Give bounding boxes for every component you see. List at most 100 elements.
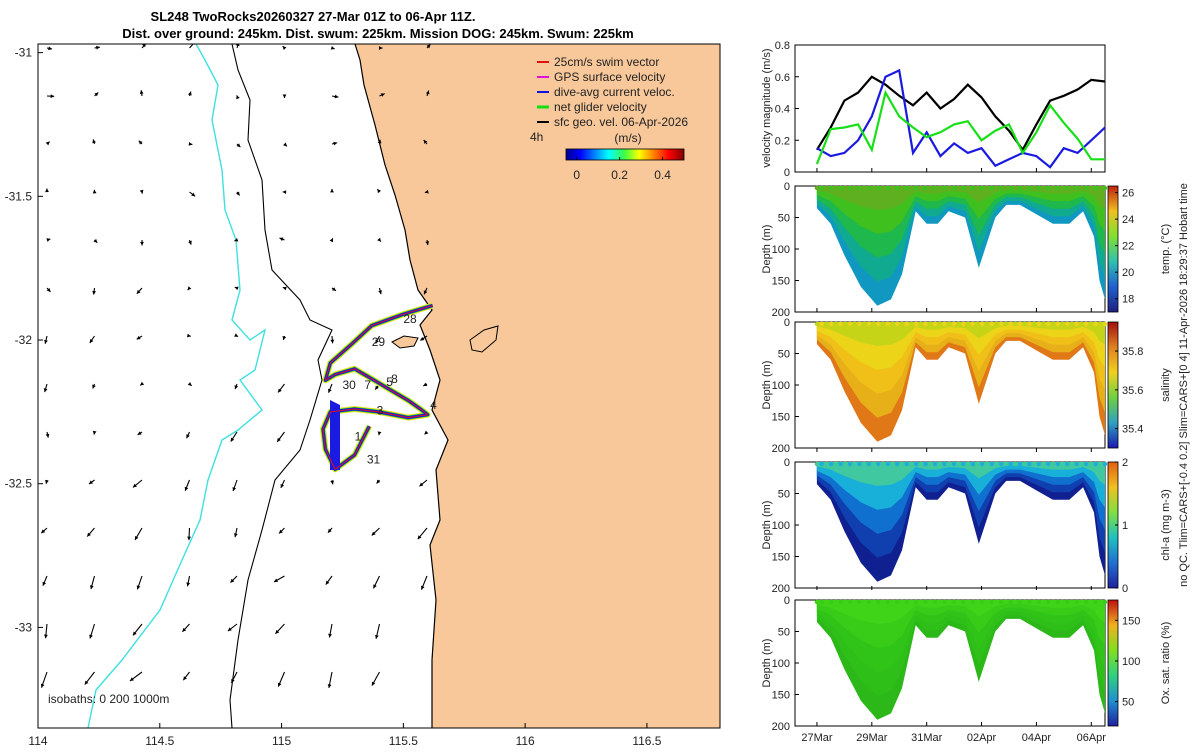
section-dot-oxygen	[947, 600, 951, 604]
section-dot-chla	[919, 462, 923, 466]
section-dot-temp	[990, 186, 994, 190]
section-dot-oxygen	[1084, 600, 1088, 604]
section-dot-chla	[1018, 462, 1022, 466]
section-y-tick-label: 50	[778, 349, 790, 361]
section-colorbar-tick-label: 1	[1122, 520, 1128, 532]
section-dot-oxygen	[971, 600, 975, 604]
section-dot-oxygen	[1046, 600, 1050, 604]
section-dot-oxygen	[867, 600, 871, 604]
section-dot-oxygen	[1051, 600, 1055, 604]
section-dot-salinity	[952, 322, 956, 326]
velocity-y-tick-label: 0.8	[775, 40, 790, 52]
section-dot-temp	[820, 186, 824, 190]
time-tick-label: 04Apr	[1022, 732, 1052, 744]
section-colorbar-tick-label: 35.6	[1122, 385, 1143, 397]
map-y-tick-label: -31.5	[5, 189, 33, 203]
colorbar-tick-label: 0	[573, 168, 580, 182]
section-dot-temp	[1037, 186, 1041, 190]
section-dot-oxygen	[905, 600, 909, 604]
section-dot-oxygen	[900, 600, 904, 604]
scale-4h-label: 4h	[530, 130, 543, 144]
section-dot-oxygen	[975, 600, 979, 604]
section-dot-chla	[824, 462, 828, 466]
section-dot-chla	[1037, 462, 1041, 466]
section-dot-salinity	[829, 322, 833, 326]
section-dot-chla	[928, 462, 932, 466]
section-dot-salinity	[1008, 322, 1012, 326]
section-y-tick-label: 100	[772, 380, 790, 392]
section-dot-oxygen	[824, 600, 828, 604]
section-dot-chla	[1032, 462, 1036, 466]
section-dot-oxygen	[1079, 600, 1083, 604]
section-dot-chla	[1041, 462, 1045, 466]
section-dot-chla	[1046, 462, 1050, 466]
section-dot-temp	[900, 186, 904, 190]
section-dot-temp	[966, 186, 970, 190]
section-dot-salinity	[1084, 322, 1088, 326]
section-dot-temp	[947, 186, 951, 190]
section-dot-temp	[905, 186, 909, 190]
section-dot-salinity	[1032, 322, 1036, 326]
section-dot-chla	[938, 462, 942, 466]
section-dot-salinity	[848, 322, 852, 326]
section-dot-oxygen	[876, 600, 880, 604]
section-y-tick-label: 100	[772, 244, 790, 256]
section-dot-salinity	[895, 322, 899, 326]
section-dot-chla	[975, 462, 979, 466]
section-dot-temp	[909, 186, 913, 190]
section-dot-temp	[1046, 186, 1050, 190]
section-dot-salinity	[1070, 322, 1074, 326]
section-dot-oxygen	[961, 600, 965, 604]
section-dot-chla	[971, 462, 975, 466]
legend-item-gps: GPS surface velocity	[537, 70, 665, 84]
section-dot-chla	[862, 462, 866, 466]
section-dot-chla	[1013, 462, 1017, 466]
section-dot-chla	[985, 462, 989, 466]
section-dot-chla	[980, 462, 984, 466]
map-y-axis: -31-31.5-32-32.5-33	[5, 46, 43, 635]
section-dot-chla	[1079, 462, 1083, 466]
section-y-tick-label: 150	[772, 276, 790, 288]
section-colorbar-tick-label: 150	[1122, 615, 1140, 627]
section-dot-salinity	[1051, 322, 1055, 326]
section-colorbar-tick-label: 35.4	[1122, 424, 1143, 436]
section-dot-temp	[980, 186, 984, 190]
legend-label-geo: sfc geo. vel. 06-Apr-2026	[554, 115, 688, 129]
section-dot-salinity	[933, 322, 937, 326]
section-dot-salinity	[985, 322, 989, 326]
section-dot-chla	[1103, 462, 1107, 466]
title-line-1: SL248 TwoRocks20260327 27-Mar 01Z to 06-…	[151, 9, 476, 24]
velocity-y-tick-label: 0	[784, 167, 790, 179]
section-dot-salinity	[824, 322, 828, 326]
legend-label-swim: 25cm/s swim vector	[554, 55, 659, 69]
section-dot-chla	[994, 462, 998, 466]
section-y-tick-label: 150	[772, 412, 790, 424]
colorbar-tick-label: 0.2	[611, 168, 628, 182]
section-y-tick-label: 0	[784, 181, 790, 193]
section-dot-salinity	[971, 322, 975, 326]
section-dot-oxygen	[834, 600, 838, 604]
section-dot-temp	[971, 186, 975, 190]
section-dot-temp	[843, 186, 847, 190]
section-ylabel-oxygen: Depth (m)	[761, 639, 773, 688]
section-dot-chla	[1065, 462, 1069, 466]
section-dot-chla	[886, 462, 890, 466]
section-dot-oxygen	[933, 600, 937, 604]
day-label: 8	[391, 372, 398, 386]
section-dot-temp	[942, 186, 946, 190]
section-colorbar-tick-label: 18	[1122, 294, 1134, 306]
velocity-y-tick-label: 0.2	[775, 135, 790, 147]
day-label: 3	[377, 404, 384, 418]
section-ylabel-chla: Depth (m)	[761, 501, 773, 550]
section-dot-temp	[933, 186, 937, 190]
section-dot-temp	[829, 186, 833, 190]
legend-item-net: net glider velocity	[537, 100, 647, 114]
section-dot-temp	[848, 186, 852, 190]
section-y-tick-label: 100	[772, 520, 790, 532]
section-colorbar-tick-label: 50	[1122, 697, 1134, 709]
map-x-tick-label: 116	[516, 734, 535, 748]
section-dot-chla	[956, 462, 960, 466]
section-dot-salinity	[1065, 322, 1069, 326]
section-dot-temp	[923, 186, 927, 190]
